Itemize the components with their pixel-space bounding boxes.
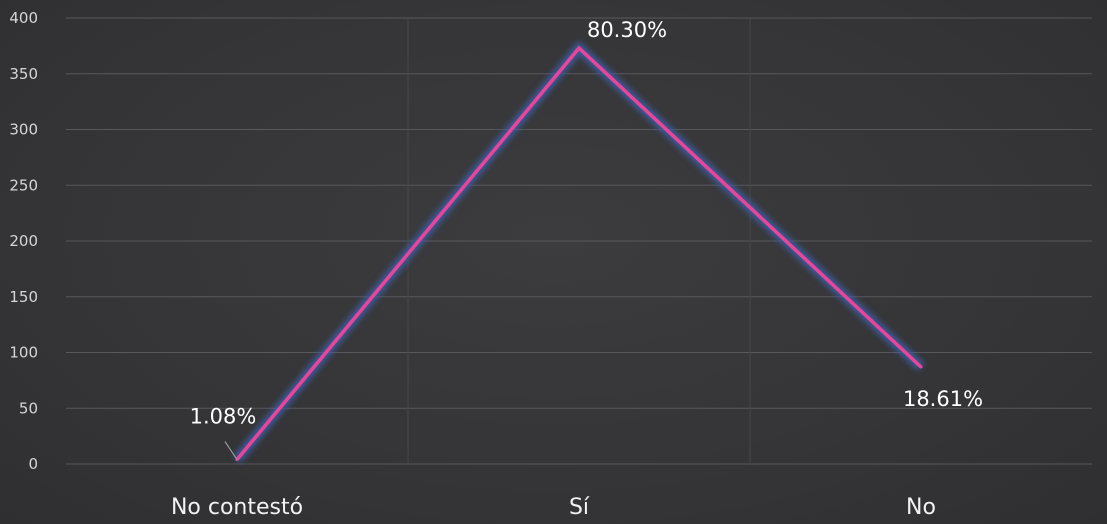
series-line	[233, 40, 925, 463]
data-label: 18.61%	[903, 387, 983, 411]
x-tick-label: No	[906, 495, 936, 520]
series-line-glow	[233, 40, 925, 463]
y-tick-label: 250	[9, 176, 38, 194]
x-axis: No contestó Sí No	[171, 495, 936, 520]
data-label-leader	[224, 441, 238, 460]
gridlines	[66, 17, 1092, 465]
y-axis: 0 50 100 150 200 250 300 350 400	[9, 9, 38, 473]
x-tick-label: Sí	[569, 495, 590, 520]
series-line	[235, 45, 923, 461]
x-tick-label: No contestó	[171, 495, 303, 520]
data-label: 80.30%	[587, 18, 667, 42]
y-tick-label: 100	[9, 344, 38, 362]
y-tick-label: 0	[28, 455, 38, 473]
data-labels: 1.08% 80.30% 18.61%	[190, 18, 983, 460]
y-tick-label: 200	[9, 232, 38, 250]
y-tick-label: 50	[19, 399, 38, 417]
data-label: 1.08%	[190, 405, 257, 429]
data-point	[577, 46, 581, 50]
y-tick-label: 350	[9, 65, 38, 83]
data-point	[919, 365, 923, 369]
y-tick-label: 300	[9, 121, 38, 139]
y-tick-label: 150	[9, 288, 38, 306]
y-tick-label: 400	[9, 9, 38, 27]
